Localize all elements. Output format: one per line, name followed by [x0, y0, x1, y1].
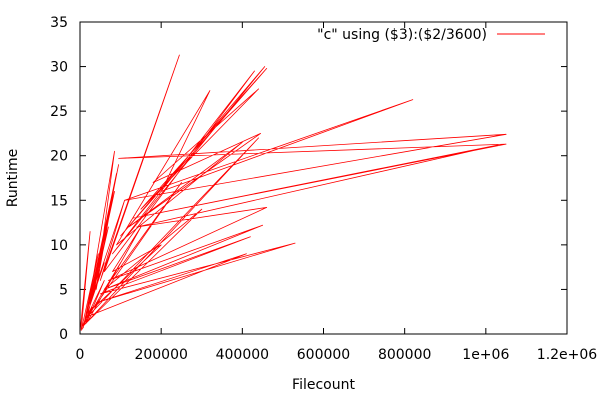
- x-tick-label: 1.2e+06: [537, 347, 598, 363]
- x-tick-label: 800000: [378, 347, 431, 363]
- x-tick-label: 1e+06: [462, 347, 509, 363]
- ticks-layer: 0 200000 400000 600000 800000 1e+06 1.2e+06 0 5 1…: [50, 15, 597, 363]
- series-line: [79, 54, 507, 333]
- y-axis-label: Runtime: [5, 149, 21, 207]
- x-tick-label: 400000: [216, 347, 269, 363]
- y-tick-label: 0: [59, 327, 68, 343]
- x-axis-label: Filecount: [292, 377, 355, 393]
- series-layer: [79, 54, 507, 333]
- x-tick-label: 200000: [134, 347, 187, 363]
- x-tick-label: 0: [76, 347, 85, 363]
- y-tick-label: 20: [50, 149, 68, 165]
- x-tick-label: 600000: [297, 347, 350, 363]
- plot-frame: [79, 21, 568, 335]
- y-tick-label: 10: [50, 238, 68, 254]
- labels-layer: Filecount Runtime: [5, 149, 355, 393]
- y-tick-label: 5: [59, 282, 68, 298]
- y-tick-label: 15: [50, 193, 68, 209]
- legend: "c" using ($3):($2/3600): [317, 27, 545, 43]
- y-tick-label: 25: [50, 104, 68, 120]
- y-tick-label: 30: [50, 60, 68, 76]
- legend-series-label: "c" using ($3):($2/3600): [317, 27, 487, 43]
- y-tick-label: 35: [50, 15, 68, 31]
